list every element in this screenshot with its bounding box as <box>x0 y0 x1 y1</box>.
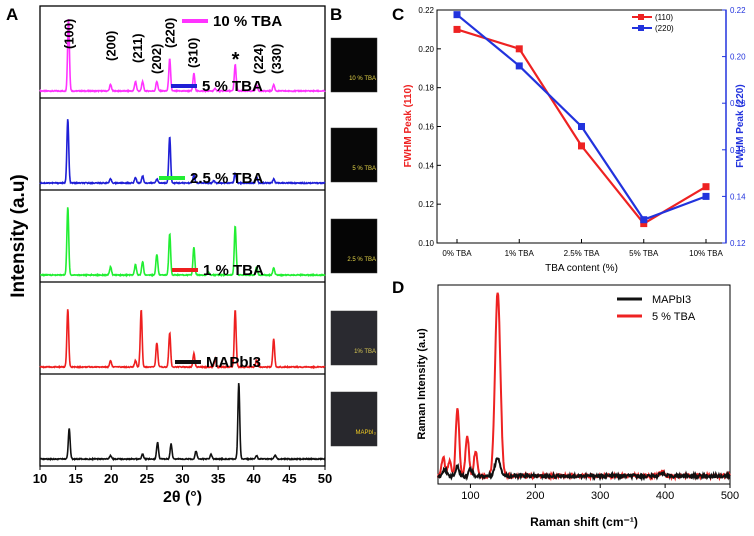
fwhm-x-tick-label: 10% TBA <box>689 249 723 258</box>
xrd-peak-label: (211) <box>130 33 145 63</box>
fwhm-x-tick-label: 0% TBA <box>442 249 472 258</box>
fwhm-marker <box>515 45 523 53</box>
xrd-series-line <box>39 383 326 462</box>
fwhm-right-axis-label: FWHM Peak (220) <box>735 84 746 167</box>
fwhm-legend-marker <box>638 14 644 20</box>
fwhm-right-tick-label: 0.18 <box>730 99 746 108</box>
fwhm-right-tick-label: 0.16 <box>730 146 746 155</box>
fwhm-legend-marker <box>638 25 644 31</box>
raman-x-axis-label: Raman shift (cm⁻¹) <box>530 515 638 529</box>
fwhm-right-tick-label: 0.12 <box>730 239 746 248</box>
tba-film-photo <box>330 37 378 93</box>
xrd-legend-label: 1 % TBA <box>203 262 264 279</box>
fwhm-x-tick-label: 2.5% TBA <box>564 249 601 258</box>
fwhm-left-tick-label: 0.22 <box>418 6 434 15</box>
raman-x-tick-label: 500 <box>721 490 739 502</box>
fwhm-left-tick-label: 0.12 <box>418 200 434 209</box>
tba-film-photo-label: 2.5 % TBA <box>347 257 376 263</box>
xrd-peak-label: (200) <box>104 31 119 61</box>
xrd-peak-label: (330) <box>269 44 284 74</box>
panel-letter-a: A <box>6 5 18 24</box>
fwhm-left-tick-label: 0.16 <box>418 123 434 132</box>
fwhm-left-tick-label: 0.20 <box>418 45 434 54</box>
xrd-peak-label: (202) <box>149 44 164 74</box>
fwhm-marker <box>702 183 710 191</box>
xrd-peak-label: (224) <box>251 44 266 74</box>
tba-film-photo <box>330 218 378 274</box>
xrd-series-line <box>39 309 326 370</box>
xrd-series-line <box>39 119 326 186</box>
raman-x-tick-label: 400 <box>656 490 674 502</box>
fwhm-legend-label: (220) <box>655 24 674 33</box>
raman-x-tick-label: 200 <box>526 490 544 502</box>
raman-x-tick-label: 100 <box>461 490 479 502</box>
fwhm-left-tick-label: 0.14 <box>418 161 434 170</box>
fwhm-x-tick-label: 5% TBA <box>629 249 659 258</box>
fwhm-marker <box>578 142 585 150</box>
fwhm-left-tick-label: 0.18 <box>418 84 434 93</box>
fwhm-marker <box>515 62 523 70</box>
raman-frame <box>437 284 731 485</box>
panel-letter-c: C <box>392 5 404 24</box>
xrd-legend-label: MAPbI3 <box>206 354 261 371</box>
xrd-peak-label: (100) <box>62 19 77 49</box>
fwhm-x-tick-label: 1% TBA <box>505 249 535 258</box>
fwhm-marker <box>640 216 648 224</box>
xrd-y-axis-label: Intensity (a.u) <box>8 174 29 298</box>
fwhm-marker <box>578 123 585 130</box>
xrd-series-line <box>39 19 326 94</box>
fwhm-series-line <box>456 13 707 222</box>
panel-letter-b: B <box>330 5 342 24</box>
tba-film-photo <box>330 391 378 447</box>
raman-x-tick-label: 300 <box>591 490 609 502</box>
fwhm-legend-label: (110) <box>655 13 673 22</box>
raman-series-line <box>437 457 731 482</box>
xrd-x-axis-label: 2θ (°) <box>163 489 202 506</box>
tba-film-photo-label: 10 % TBA <box>349 76 376 82</box>
xrd-legend-label: 2.5 % TBA <box>190 170 264 187</box>
panel-letter-d: D <box>392 278 404 297</box>
fwhm-marker <box>453 11 461 19</box>
xrd-x-tick-label: 20 <box>104 471 118 486</box>
fwhm-left-tick-label: 0.10 <box>418 239 434 248</box>
raman-legend-label: 5 % TBA <box>652 311 696 323</box>
tba-film-photo-label: MAPbI₃ <box>356 430 377 436</box>
tba-film-photo <box>330 127 378 183</box>
fwhm-marker <box>640 220 648 228</box>
tba-film-photo-label: 5 % TBA <box>352 166 376 172</box>
fwhm-right-tick-label: 0.14 <box>730 192 746 201</box>
xrd-frame <box>39 5 326 467</box>
xrd-series-line <box>40 207 326 278</box>
xrd-x-tick-label: 45 <box>282 471 296 486</box>
fwhm-marker <box>702 192 710 200</box>
xrd-star-label: * <box>232 49 240 71</box>
xrd-x-tick-label: 25 <box>140 471 154 486</box>
xrd-x-tick-label: 15 <box>68 471 82 486</box>
xrd-peak-label: (310) <box>185 38 200 68</box>
raman-legend-label: MAPbI3 <box>652 294 691 306</box>
fwhm-x-axis-label: TBA content (%) <box>545 263 618 274</box>
xrd-peak-label: (220) <box>163 18 178 48</box>
xrd-x-tick-label: 35 <box>211 471 225 486</box>
fwhm-left-axis-label: FWHM Peak (110) <box>403 85 414 168</box>
xrd-x-tick-label: 30 <box>175 471 189 486</box>
xrd-legend-label: 5 % TBA <box>202 78 263 95</box>
fwhm-right-tick-label: 0.20 <box>730 53 746 62</box>
xrd-x-tick-label: 50 <box>318 471 332 486</box>
tba-film-photo <box>330 310 378 366</box>
fwhm-marker <box>453 25 461 33</box>
xrd-x-tick-label: 40 <box>247 471 261 486</box>
tba-film-photo-label: 1% TBA <box>354 349 376 355</box>
fwhm-right-tick-label: 0.22 <box>730 6 746 15</box>
xrd-legend-label: 10 % TBA <box>213 13 282 30</box>
xrd-x-tick-label: 10 <box>33 471 47 486</box>
raman-y-axis-label: Raman Intensity (a.u) <box>416 328 428 440</box>
